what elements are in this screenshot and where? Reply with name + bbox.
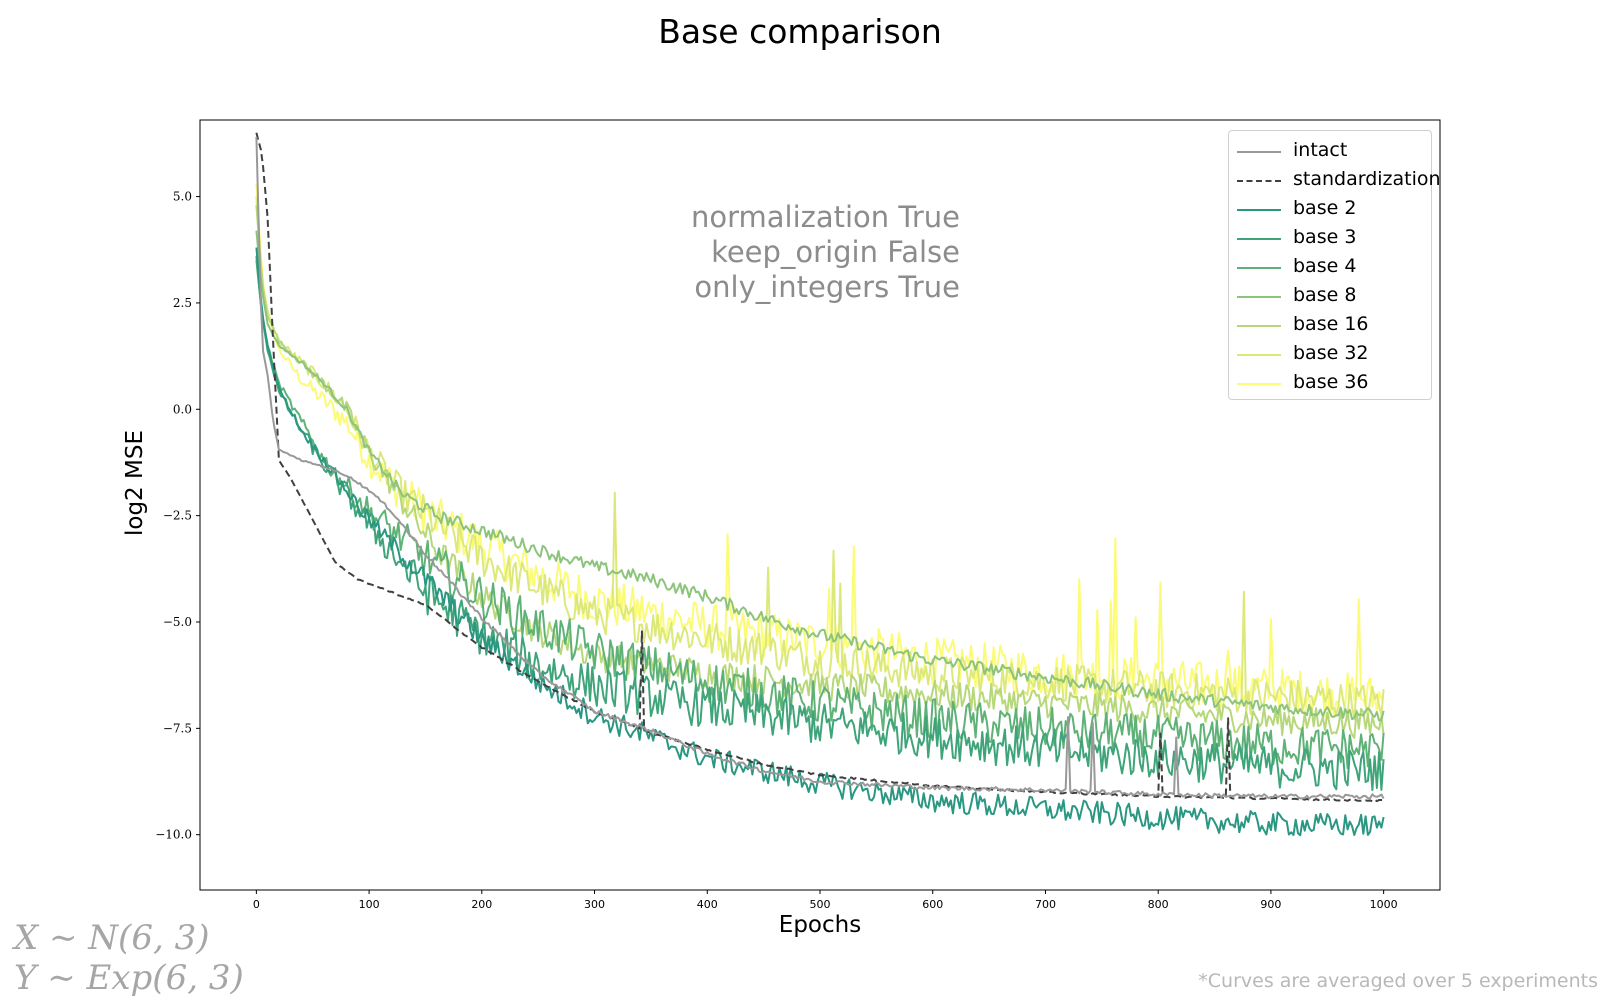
legend-item: base 4 xyxy=(1229,253,1429,281)
legend-item: base 3 xyxy=(1229,224,1429,252)
x-axis: 0 100 200 300 400 500 600 700 800 900 1000 xyxy=(253,890,1398,911)
legend-swatch xyxy=(1237,151,1281,153)
legend-item: base 36 xyxy=(1229,369,1429,397)
legend-label: intact xyxy=(1293,139,1348,161)
legend-item: standardization xyxy=(1229,166,1441,194)
series-line-base-4 xyxy=(255,260,1385,770)
x-tick-label: 600 xyxy=(922,898,943,911)
legend-swatch xyxy=(1237,296,1281,298)
legend-label: base 8 xyxy=(1293,284,1357,306)
legend-item: intact xyxy=(1229,137,1429,165)
legend-item: base 16 xyxy=(1229,311,1429,339)
series-line-base-32 xyxy=(255,196,1385,721)
legend: intact standardization base 2 base 3 base 4 b… xyxy=(1228,130,1441,400)
legend-label: base 4 xyxy=(1293,255,1357,277)
legend-swatch xyxy=(1237,267,1281,269)
legend-label: base 16 xyxy=(1293,313,1369,335)
y-tick-label: 0.0 xyxy=(173,402,192,416)
series-line-base-16 xyxy=(255,205,1385,739)
x-tick-label: 1000 xyxy=(1370,898,1398,911)
y-axis: 5.0 2.5 0.0 −2.5 −5.0 −7.5 −10.0 xyxy=(155,190,200,842)
x-tick-label: 900 xyxy=(1260,898,1281,911)
series-line-base-2 xyxy=(255,247,1385,837)
y-axis-label: log2 MSE xyxy=(122,430,148,536)
legend-swatch xyxy=(1237,383,1281,385)
x-distribution-formula: X ∼ N(6, 3) xyxy=(14,918,210,958)
legend-item: base 2 xyxy=(1229,195,1429,223)
series-line-base-3 xyxy=(255,256,1385,792)
series-line-intact xyxy=(255,136,1385,800)
annotation-normalization: normalization True xyxy=(690,200,960,234)
y-tick-label: 5.0 xyxy=(173,190,192,204)
settings-annotation: normalization True keep_origin False onl… xyxy=(600,200,960,305)
x-tick-label: 200 xyxy=(471,898,492,911)
x-tick-label: 800 xyxy=(1148,898,1169,911)
y-tick-label: −2.5 xyxy=(163,509,192,523)
x-tick-label: 0 xyxy=(253,898,260,911)
x-tick-label: 300 xyxy=(584,898,605,911)
y-tick-label: −10.0 xyxy=(155,828,192,842)
legend-swatch xyxy=(1237,354,1281,356)
legend-item: base 8 xyxy=(1229,282,1429,310)
y-tick-label: −7.5 xyxy=(163,721,192,735)
x-tick-label: 700 xyxy=(1035,898,1056,911)
footnote: *Curves are averaged over 5 experiments xyxy=(1198,970,1598,992)
x-tick-label: 500 xyxy=(810,898,831,911)
x-tick-label: 100 xyxy=(359,898,380,911)
series-line-base-8 xyxy=(255,230,1385,722)
legend-label: base 2 xyxy=(1293,197,1357,219)
series-lines xyxy=(255,132,1385,837)
legend-label: base 36 xyxy=(1293,371,1369,393)
x-axis-label: Epochs xyxy=(778,912,862,938)
legend-swatch xyxy=(1237,209,1281,211)
x-tick-label: 400 xyxy=(697,898,718,911)
annotation-only-integers: only_integers True xyxy=(694,270,960,304)
legend-item: base 32 xyxy=(1229,340,1429,368)
legend-label: standardization xyxy=(1293,168,1441,190)
legend-swatch xyxy=(1237,180,1281,182)
legend-label: base 3 xyxy=(1293,226,1357,248)
legend-swatch xyxy=(1237,325,1281,327)
y-distribution-formula: Y ∼ Exp(6, 3) xyxy=(14,958,244,998)
legend-label: base 32 xyxy=(1293,342,1369,364)
y-tick-label: 2.5 xyxy=(173,296,192,310)
legend-swatch xyxy=(1237,238,1281,240)
y-tick-label: −5.0 xyxy=(163,615,192,629)
annotation-keep-origin: keep_origin False xyxy=(711,235,960,269)
chart-title: Base comparison xyxy=(658,12,942,51)
